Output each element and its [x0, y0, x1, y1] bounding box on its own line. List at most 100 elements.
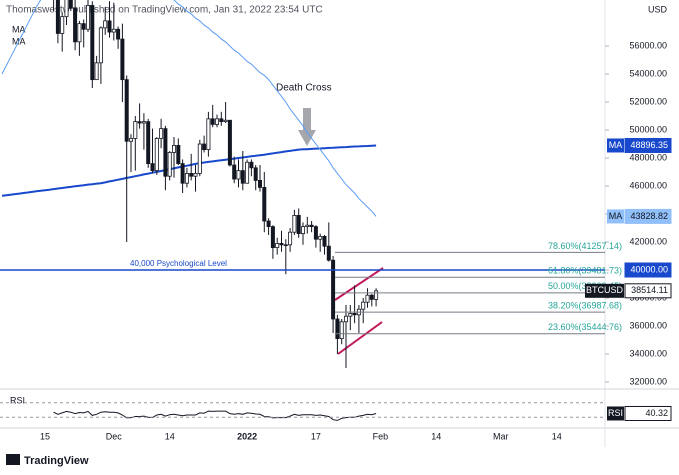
badge-box	[624, 405, 672, 421]
candle-body	[245, 161, 250, 184]
candle-body	[107, 20, 112, 33]
candle-body	[116, 28, 121, 40]
candle-body	[257, 180, 262, 188]
candle-body	[90, 5, 95, 81]
rsi-line	[53, 410, 377, 421]
candle-body	[227, 119, 232, 166]
fib-label: 50.00%(38369.45)	[548, 281, 622, 291]
annotation: Death Cross	[276, 83, 332, 94]
candle-body	[335, 318, 340, 339]
candle-body	[206, 118, 211, 151]
candle-body	[184, 173, 189, 184]
ma-line	[1, 0, 377, 217]
candle-body	[352, 312, 357, 316]
x-tick-label: 14	[165, 431, 175, 441]
currency: USD	[648, 4, 668, 14]
x-tick-label: 14	[431, 431, 441, 441]
candle-body	[339, 321, 344, 339]
candle-body	[253, 167, 258, 181]
candle-body	[111, 28, 116, 33]
y-tick-label: 48000.00	[629, 152, 667, 162]
candle-body	[64, 0, 69, 18]
candle-body	[361, 301, 366, 310]
x-tick-label: 14	[552, 431, 562, 441]
candle-body	[77, 23, 82, 43]
badge-tag	[607, 406, 624, 421]
candle-body	[202, 143, 207, 151]
candle-body	[86, 5, 91, 30]
x-tick-label: 15	[40, 431, 50, 441]
fib-label: 23.60%(35444.76)	[548, 322, 622, 332]
y-tick-label: 52000.00	[629, 96, 667, 106]
candle-body	[55, 0, 60, 34]
arrow	[298, 108, 316, 146]
badge-value: 38514.11	[631, 285, 668, 295]
badge-value: 43828.82	[630, 211, 668, 221]
candle-body	[266, 220, 271, 228]
x-tick-label: Mar	[493, 431, 509, 441]
candle-body	[94, 62, 99, 81]
badge-value: 40000.00	[630, 264, 668, 274]
y-tick-label: 42000.00	[629, 236, 667, 246]
logo-icon	[6, 454, 20, 465]
candle-body	[128, 138, 133, 142]
badge-tag-text: MA	[609, 211, 623, 221]
candle-body	[288, 231, 293, 246]
candle-body	[279, 243, 284, 246]
candle-body	[236, 170, 241, 180]
candle-body	[73, 7, 78, 43]
badge-tag	[607, 209, 624, 224]
badge-value: 48896.35	[630, 140, 668, 150]
candle-body	[176, 145, 181, 165]
candle-body	[103, 20, 108, 29]
candle-body	[167, 152, 172, 177]
x-tick-label: 17	[311, 431, 321, 441]
candle-body	[374, 290, 379, 300]
badge-value: 40.32	[645, 408, 668, 418]
y-tick-label: 36000.00	[629, 320, 667, 330]
candle-body	[331, 259, 336, 320]
candle-body	[296, 215, 301, 235]
rsi-title: RSI	[10, 395, 25, 405]
y-tick-label: 54000.00	[629, 68, 667, 78]
candle-body	[60, 16, 65, 34]
badge-tag-text: BTCUSD	[586, 285, 624, 295]
candle-body	[348, 312, 353, 317]
candle-body	[180, 163, 185, 184]
channel-line	[334, 267, 384, 301]
candle-body	[210, 118, 215, 125]
y-tick-label: 34000.00	[629, 348, 667, 358]
badge-box	[624, 283, 672, 299]
y-tick-label: 32000.00	[629, 376, 667, 386]
badge-box	[624, 208, 672, 224]
candle-body	[189, 173, 194, 177]
candle-body	[365, 294, 370, 303]
badge-tag-text: RSI	[608, 408, 623, 418]
badge-box	[624, 262, 672, 278]
x-tick-label: 2022	[237, 431, 257, 441]
candle-body	[262, 187, 267, 222]
candle-body	[120, 38, 125, 81]
candle-body	[159, 128, 164, 139]
candle-body	[270, 226, 275, 249]
candle-body	[305, 224, 310, 228]
candle-body	[300, 226, 305, 235]
candle-body	[193, 173, 198, 177]
candle-body	[322, 236, 327, 247]
candle-body	[240, 170, 245, 184]
ma-line	[1, 144, 377, 197]
candle-body	[154, 138, 159, 172]
annotation: 40,000 Psychological Level	[130, 259, 227, 268]
candle-body	[232, 164, 237, 180]
footer: TradingView	[24, 455, 89, 467]
y-tick-label: 56000.00	[629, 40, 667, 50]
candle-body	[146, 121, 151, 165]
candle-body	[249, 161, 254, 169]
candle-body	[326, 245, 331, 261]
channel-line	[337, 321, 383, 355]
y-tick-label: 50000.00	[629, 124, 667, 134]
x-tick-label: Feb	[373, 431, 389, 441]
candle-body	[219, 118, 224, 123]
candle-body	[81, 23, 86, 30]
